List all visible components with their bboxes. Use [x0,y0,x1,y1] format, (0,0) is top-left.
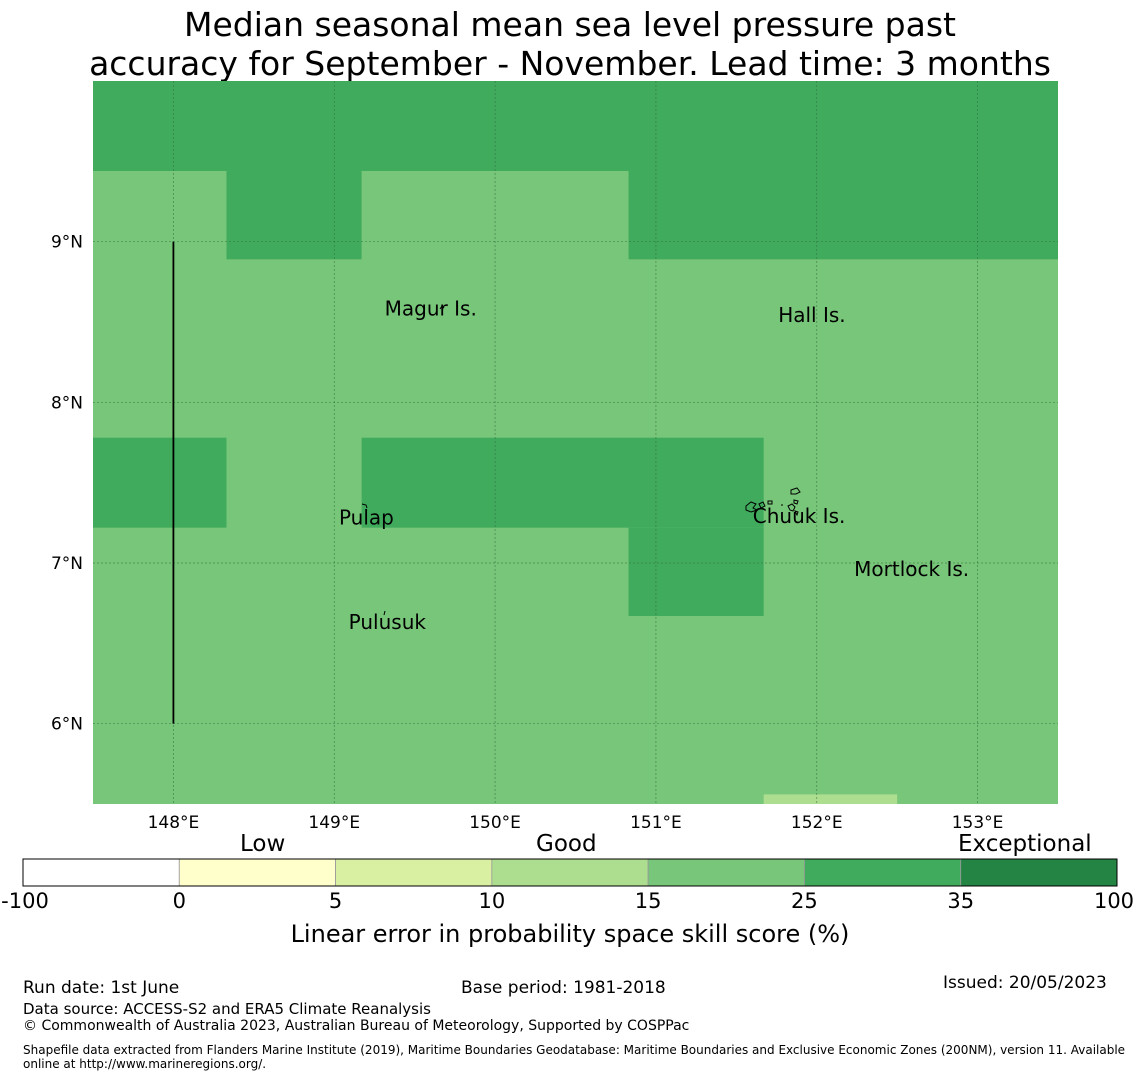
skill-cell [628,527,764,617]
skill-cell [93,437,227,528]
colorbar-swatch [804,858,962,887]
island-outline [383,610,386,616]
lat-tick-label: 7°N [51,554,83,574]
island-outline [790,487,801,495]
colorbar-tick-label: 15 [634,889,662,913]
colorbar-frame [22,858,1118,887]
lat-tick-label: 6°N [51,715,83,735]
colorbar-swatch [491,858,649,887]
skill-cell [361,437,764,528]
colorbar-swatch [647,858,805,887]
lon-tick-label: 152°E [791,813,843,833]
island-outline [745,501,759,513]
place-label: Pulusuk [349,610,427,634]
colorbar-tick-label: -100 [1,889,49,913]
place-label: Pulap [339,505,394,529]
colorbar [22,858,1118,887]
skill-cell [763,794,898,804]
colorbar-header-exceptional: Exceptional [958,831,1092,857]
island-outline [767,500,773,505]
graticule-layer [93,81,1058,804]
island-outline [787,503,796,512]
place-label: Mortlock Is. [854,557,969,581]
shapefile-credit-line-2: online at http://www.marineregions.org/. [23,1057,267,1071]
copyright-notice: © Commonwealth of Australia 2023, Austra… [23,1018,690,1034]
lon-tick-label: 153°E [952,813,1004,833]
base-period: Base period: 1981-2018 [461,978,666,998]
island-outline [793,499,799,505]
place-label: Chuuk Is. [753,504,846,528]
lat-tick-label: 8°N [51,393,83,413]
lon-tick-label: 150°E [469,813,521,833]
colorbar-swatch [960,858,1118,887]
lon-tick-label: 151°E [630,813,682,833]
island-outline [908,564,913,568]
map-title-line-2: accuracy for September - November. Lead … [89,44,1051,83]
lon-tick-label: 148°E [148,813,200,833]
place-label: Hall Is. [778,303,845,327]
island-outline [361,503,368,509]
colorbar-swatch [22,858,180,887]
map-title-line-1: Median seasonal mean sea level pressure … [184,5,956,44]
colorbar-header-good: Good [536,831,597,857]
place-labels-layer: Magur Is. Hall Is. Pulap Chuuk Is. Mortlock … [339,297,969,634]
colorbar-swatch [335,858,493,887]
colorbar-tick-label: 35 [947,889,975,913]
colorbar-header-low: Low [240,831,286,857]
lat-tick-label: 9°N [51,233,83,253]
colorbar-axis-label: Linear error in probability space skill … [290,920,850,948]
colorbar-tick-label: 10 [478,889,506,913]
colorbar-tick-label: 5 [328,889,343,913]
colorbar-swatch [178,858,336,887]
island-outline [794,510,799,517]
skill-cells-layer [93,81,1058,804]
colorbar-tick-label: 100 [1093,889,1135,913]
islands-layer [361,305,913,616]
place-label: Magur Is. [385,297,477,321]
island-outline [439,305,445,310]
skill-cell [226,170,362,260]
run-date: Run date: 1st June [23,978,180,998]
skill-cell [93,81,1058,171]
skill-cell [628,170,1058,260]
data-source: Data source: ACCESS-S2 and ERA5 Climate … [23,1000,431,1018]
island-outline [758,501,766,509]
axis-ticks-layer: 148°E 149°E 150°E 151°E 152°E 153°E 6°N 7°N 8°N 9… [51,233,1003,833]
colorbar-tick-label: 0 [172,889,186,913]
colorbar-tick-label: 25 [791,889,818,913]
shapefile-credit-line-1: Shapefile data extracted from Flanders M… [23,1043,1126,1057]
issued-date: Issued: 20/05/2023 [943,973,1107,993]
lon-tick-label: 149°E [308,813,360,833]
